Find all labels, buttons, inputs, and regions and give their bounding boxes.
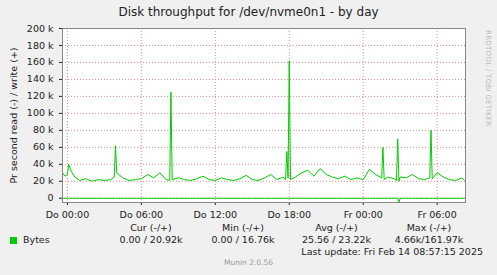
svg-text:Do 12:00: Do 12:00: [194, 209, 238, 220]
html-text:Last update: Fri Feb 14 08:57:: Last update: Fri Feb 14 08:57:15 2025: [301, 246, 483, 257]
svg-text:60 k: 60 k: [33, 141, 54, 152]
svg-text:120 k: 120 k: [27, 90, 54, 101]
svg-text:160 k: 160 k: [27, 56, 54, 67]
html-text:Disk throughput for /dev/nvme0: Disk throughput for /dev/nvme0n1 - by da…: [118, 5, 379, 19]
html-text:Min (-/+): Min (-/+): [222, 222, 264, 233]
html-text:Bytes: Bytes: [23, 234, 50, 245]
html-text:Avg (-/+): Avg (-/+): [315, 222, 358, 233]
html-text:25.56 / 23.22k: 25.56 / 23.22k: [301, 234, 372, 245]
svg-text:80 k: 80 k: [33, 124, 54, 135]
svg-text:40 k: 40 k: [33, 158, 54, 169]
svg-text:0: 0: [47, 192, 53, 203]
html-text:4.66k/161.97k: 4.66k/161.97k: [394, 234, 464, 245]
svg-text:100 k: 100 k: [27, 107, 54, 118]
svg-text:Fr 06:00: Fr 06:00: [418, 209, 457, 220]
svg-text:Do 00:00: Do 00:00: [46, 209, 90, 220]
svg-text:20 k: 20 k: [33, 175, 54, 186]
svg-text:180 k: 180 k: [27, 40, 54, 51]
svg-text:200 k: 200 k: [27, 23, 54, 34]
svg-text:140 k: 140 k: [27, 73, 54, 84]
html-text:RRDTOOL / TOBI OETIKER: RRDTOOL / TOBI OETIKER: [484, 30, 492, 127]
html-text:Max (-/+): Max (-/+): [406, 222, 452, 233]
html-text:0.00 / 16.76k: 0.00 / 16.76k: [211, 234, 275, 245]
svg-text:Fr 00:00: Fr 00:00: [344, 209, 383, 220]
svg-text:Do 06:00: Do 06:00: [120, 209, 164, 220]
svg-text:Do 18:00: Do 18:00: [267, 209, 311, 220]
html-text:0.00 / 20.92k: 0.00 / 20.92k: [119, 234, 183, 245]
html-text:Cur (-/+): Cur (-/+): [130, 222, 172, 233]
svg-text:Pr second read (-) / write (+): Pr second read (-) / write (+): [8, 47, 19, 183]
html-text:Munin 2.0.56: Munin 2.0.56: [224, 258, 273, 267]
